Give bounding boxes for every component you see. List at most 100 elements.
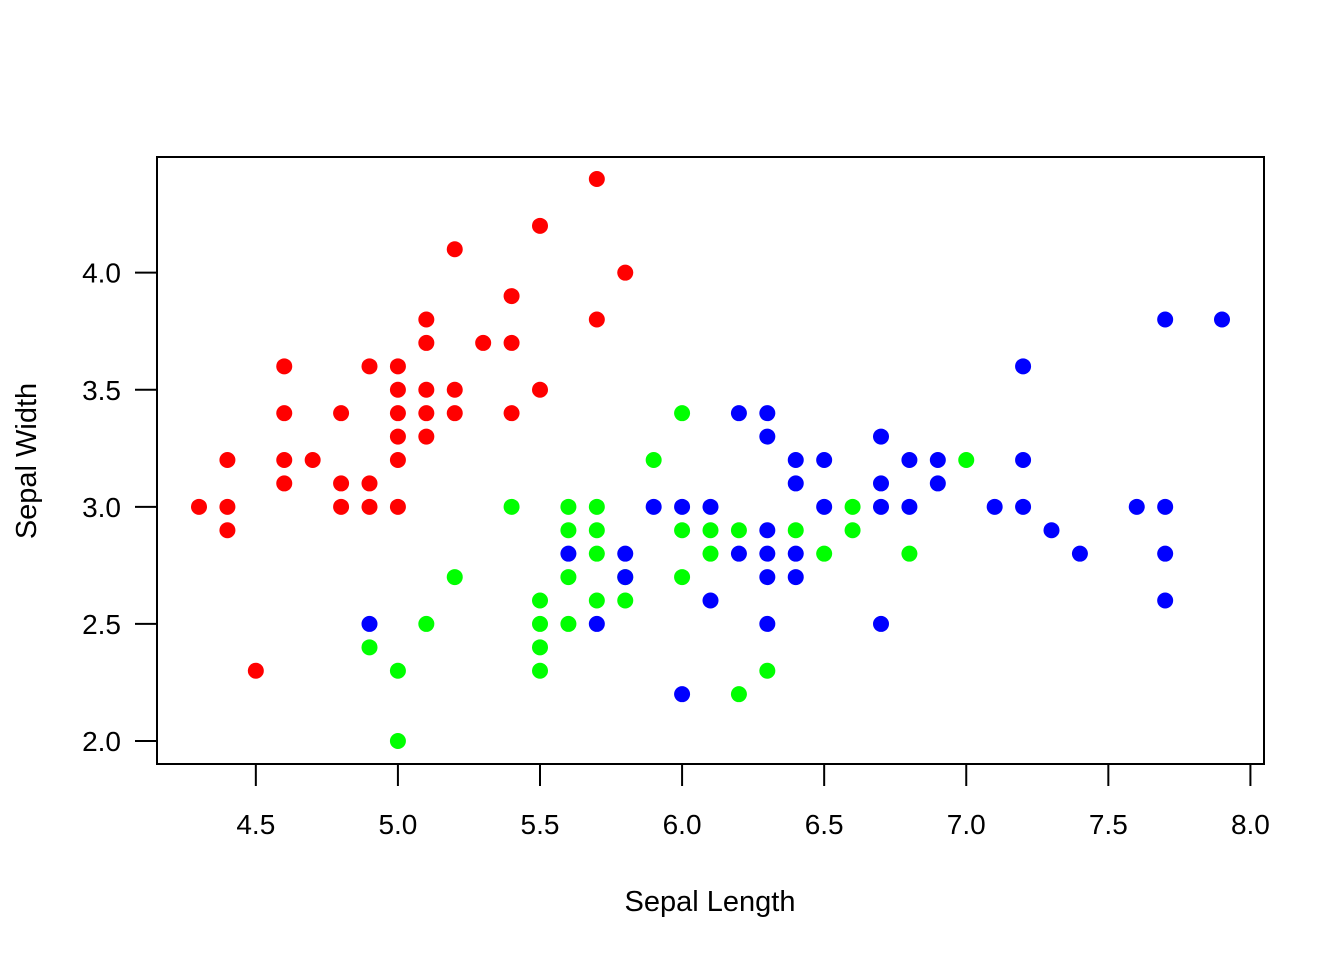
data-point [361,475,378,492]
x-tick-label: 7.0 [947,809,986,840]
data-point [759,615,776,632]
data-point [219,498,236,515]
data-point [389,498,406,515]
data-point [674,405,691,422]
data-point [389,452,406,468]
data-point [617,569,634,586]
data-point [560,545,577,562]
data-point [759,522,776,539]
data-point [787,545,804,562]
data-point [1015,452,1032,468]
data-point [389,428,406,445]
y-tick-label: 2.5 [82,609,121,640]
data-point [929,452,946,468]
data-point [816,452,833,468]
y-axis: 2.0 2.5 3.0 3.5 4.0 [82,258,158,757]
data-point [1015,498,1032,515]
data-point [389,405,406,422]
data-point [901,498,918,515]
data-point [1214,311,1230,328]
data-point [361,358,378,375]
data-point [219,522,236,539]
data-point [702,545,719,562]
data-point [333,498,350,515]
x-tick-label: 5.5 [521,809,560,840]
data-point [787,522,804,539]
data-point [503,288,520,305]
data-point [446,569,463,586]
data-point [276,405,293,422]
data-point [730,405,747,422]
data-point [532,592,548,609]
x-tick-label: 4.5 [236,809,275,840]
data-point [389,358,406,375]
data-point [816,498,833,515]
data-point [617,592,634,609]
data-point [645,452,662,468]
data-point [929,475,946,492]
data-point [702,498,719,515]
data-point [787,475,804,492]
data-point [958,452,975,468]
data-point [674,522,691,539]
data-point [986,498,1003,515]
data-point [674,569,691,586]
x-tick-label: 6.0 [663,809,702,840]
data-point [588,171,605,187]
y-axis-title: Sepal Width [11,383,43,539]
data-point [418,428,435,445]
data-point [560,569,577,586]
data-point [702,522,719,539]
data-point [873,428,889,445]
data-point [759,662,776,679]
data-point [276,452,293,468]
data-point [588,311,605,328]
data-point [247,662,264,679]
y-tick-label: 3.5 [82,375,121,406]
data-point [588,615,605,632]
data-point [873,475,889,492]
data-point [560,615,577,632]
data-point [759,545,776,562]
data-point [1157,311,1174,328]
data-point [276,475,293,492]
data-point [1157,545,1174,562]
x-tick-label: 6.5 [805,809,844,840]
data-points [191,171,1230,749]
data-point [873,615,889,632]
y-tick-label: 3.0 [82,492,121,523]
x-tick-label: 8.0 [1231,809,1270,840]
data-point [1157,592,1174,609]
data-point [702,592,719,609]
data-point [588,522,605,539]
data-point [191,498,207,515]
data-point [787,452,804,468]
data-point [446,381,463,398]
data-point [276,358,293,375]
data-point [816,545,833,562]
data-point [1071,545,1088,562]
y-tick-label: 4.0 [82,258,121,289]
data-point [844,498,861,515]
x-axis-title: Sepal Length [625,886,796,918]
y-tick-label: 2.0 [82,726,121,757]
data-point [418,334,435,351]
data-point [588,545,605,562]
data-point [787,569,804,586]
data-point [759,428,776,445]
data-point [560,498,577,515]
x-axis: 4.5 5.0 5.5 6.0 6.5 7.0 7.5 8.0 [236,763,1270,840]
data-point [389,733,406,749]
data-point [361,615,378,632]
data-point [844,522,861,539]
data-point [418,615,435,632]
data-point [503,405,520,422]
data-point [617,264,634,281]
data-point [730,686,747,703]
data-point [532,662,548,679]
data-point [361,498,378,515]
x-tick-label: 7.5 [1089,809,1128,840]
data-point [503,334,520,351]
data-point [730,545,747,562]
